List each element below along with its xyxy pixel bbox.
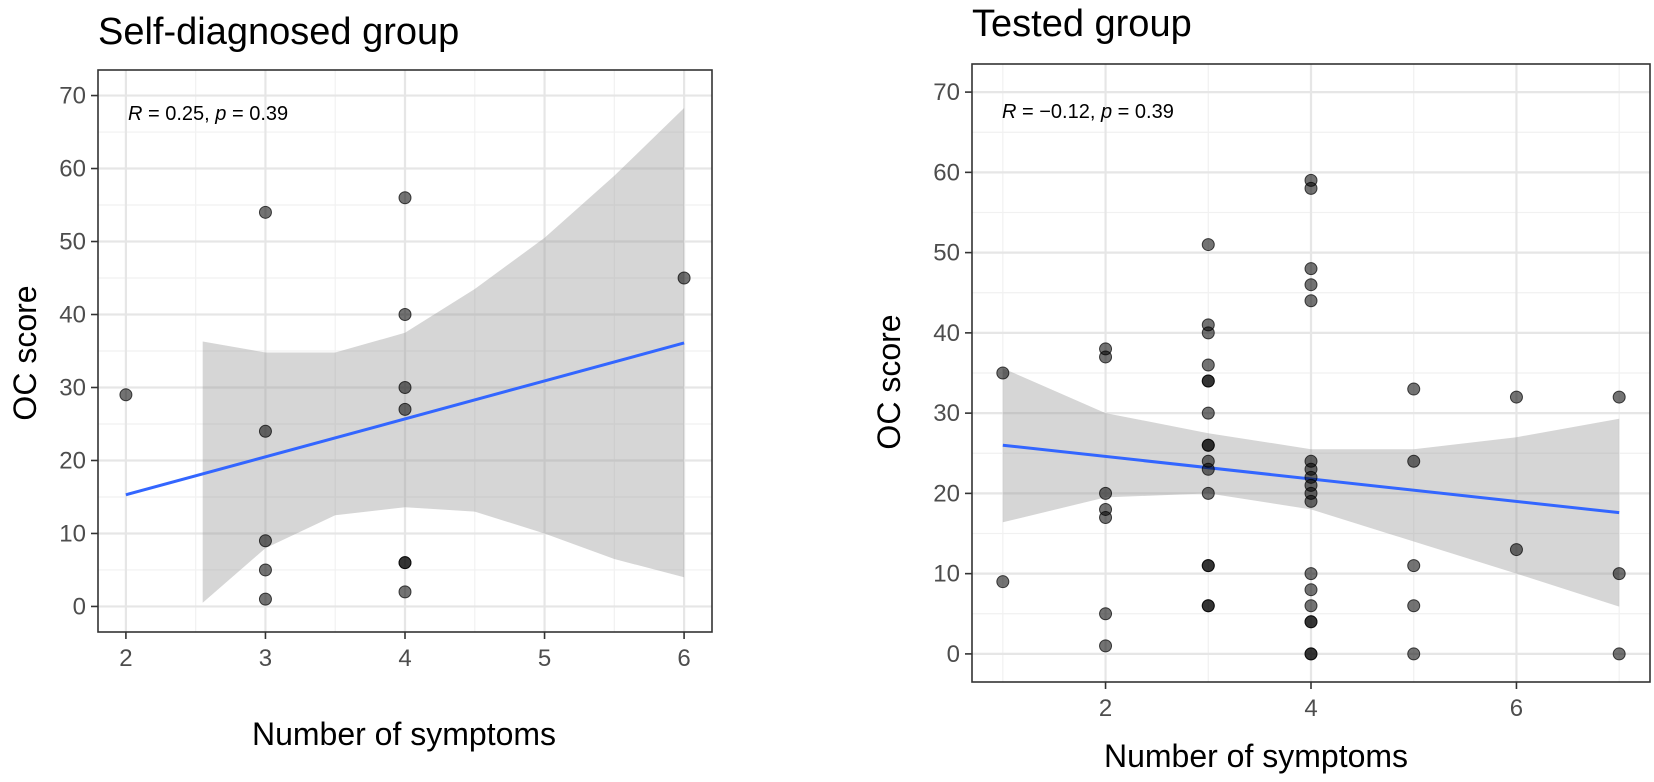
y-tick-label: 70 [933,79,960,106]
data-point [398,308,412,322]
data-point [1304,262,1318,276]
data-point [1407,647,1421,661]
data-point [1407,454,1421,468]
x-tick-label: 2 [119,645,132,672]
y-tick-label: 10 [933,561,960,588]
data-point [1304,647,1318,661]
data-point [1612,647,1626,661]
panel-title: Self-diagnosed group [98,11,459,53]
data-point [1099,486,1113,500]
data-point [1509,390,1523,404]
data-point [398,402,412,416]
y-axis-title: OC score [7,285,43,420]
data-point [119,388,133,402]
tested-panel: Tested group Number of symptoms OC score… [871,3,1651,774]
correlation-annotation: R = −0.12, p = 0.39 [1002,101,1174,123]
data-point [1304,567,1318,581]
y-tick-label: 30 [59,374,86,401]
data-point [1407,559,1421,573]
data-point [1201,326,1215,340]
data-point [1304,294,1318,308]
data-point [1304,494,1318,508]
y-axis-title: OC score [871,314,907,449]
y-tick-label: 10 [59,520,86,547]
y-tick-label: 40 [933,320,960,347]
data-point [1509,543,1523,557]
data-point [1304,181,1318,195]
y-tick-label: 60 [59,156,86,183]
data-point [258,563,272,577]
data-point [1201,238,1215,252]
y-tick-label: 50 [933,240,960,267]
x-tick-label: 5 [538,645,551,672]
self-diagnosed-panel: Self-diagnosed group Number of symptoms … [7,11,713,752]
data-point [398,380,412,394]
data-point [996,366,1010,380]
data-point [258,534,272,548]
data-point [1201,559,1215,573]
data-point [1201,486,1215,500]
y-tick-label: 70 [59,83,86,110]
data-point [258,424,272,438]
x-tick-label: 2 [1099,695,1112,722]
data-point [1099,607,1113,621]
data-point [1304,615,1318,629]
data-point [1201,374,1215,388]
data-point [1099,639,1113,653]
data-point [1099,350,1113,364]
y-tick-label: 0 [947,641,960,668]
y-tick-label: 50 [59,229,86,256]
x-tick-label: 3 [259,645,272,672]
data-point [677,271,691,285]
data-point [1201,599,1215,613]
correlation-annotation: R = 0.25, p = 0.39 [128,103,288,125]
x-tick-label: 4 [1304,695,1317,722]
y-tick-label: 20 [59,447,86,474]
data-point [1201,438,1215,452]
x-tick-label: 4 [398,645,411,672]
data-point [1407,382,1421,396]
data-point [398,556,412,570]
data-point [996,575,1010,589]
data-point [1099,510,1113,524]
data-point [1201,406,1215,420]
data-point [1201,358,1215,372]
data-point [398,191,412,205]
data-point [398,585,412,599]
y-tick-label: 30 [933,400,960,427]
y-tick-label: 0 [73,593,86,620]
y-tick-label: 40 [59,302,86,329]
data-point [1304,583,1318,597]
panel-title: Tested group [972,3,1192,45]
data-point [1612,567,1626,581]
data-point [1612,390,1626,404]
data-point [1201,462,1215,476]
plot-area: 0 10 20 30 40 50 60 70 2 4 6 [933,63,1651,722]
regression-line [125,341,685,497]
data-point [1304,278,1318,292]
data-point [1407,599,1421,613]
data-point [258,205,272,219]
confidence-band [202,108,685,603]
x-tick-label: 6 [677,645,690,672]
y-tick-label: 60 [933,159,960,186]
plot-area: 0 10 20 30 40 50 60 70 2 3 4 5 6 [59,69,713,672]
y-tick-label: 20 [933,480,960,507]
x-axis-title: Number of symptoms [252,716,556,752]
x-axis-title: Number of symptoms [1104,738,1408,774]
data-point [1304,599,1318,613]
data-point [258,592,272,606]
x-tick-label: 6 [1510,695,1523,722]
